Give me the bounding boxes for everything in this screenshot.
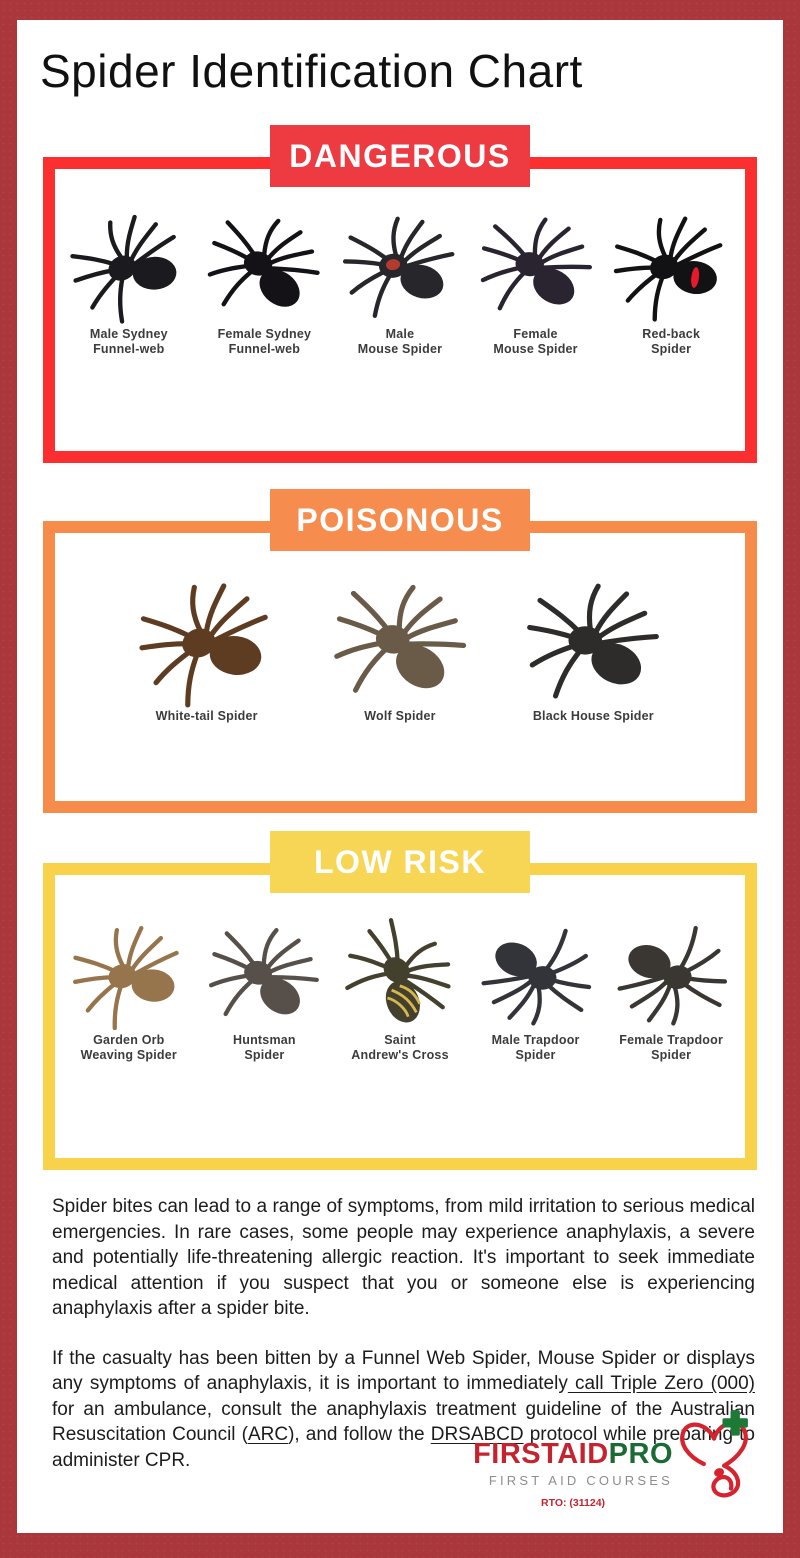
logo-tagline: FIRST AID COURSES bbox=[488, 1473, 673, 1488]
section-banner-poisonous: POISONOUS bbox=[270, 489, 530, 552]
link-arc[interactable]: ARC bbox=[247, 1424, 289, 1446]
spider-label-wolf-spider: Wolf Spider bbox=[364, 709, 436, 724]
spider-figure-garden-orb-weaving-spider: Garden Orb Weaving Spider bbox=[61, 923, 197, 1064]
spider-row: Male Sydney Funnel-web Female Sydney Fun… bbox=[55, 169, 745, 358]
paragraph-text: Spider bites can lead to a range of symp… bbox=[52, 1196, 755, 1320]
risk-section-low-risk: LOW RISK Garden Orb Weaving Spider Hunts… bbox=[17, 831, 783, 1171]
spider-image-wrap bbox=[206, 923, 322, 1029]
spider-figure-red-back-spider: Red-back Spider bbox=[603, 211, 739, 358]
page-title: Spider Identification Chart bbox=[40, 45, 583, 97]
spider-image-female-trapdoor-spider bbox=[617, 926, 728, 1026]
spider-figure-female-mouse-spider: Female Mouse Spider bbox=[468, 211, 604, 358]
logo-rto-number: RTO: (31124) bbox=[541, 1497, 606, 1509]
heart-cross-icon bbox=[680, 1410, 748, 1498]
spider-figure-saint-andrew-s-cross: Saint Andrew's Cross bbox=[332, 918, 468, 1064]
spider-image-wrap bbox=[342, 918, 458, 1029]
spider-image-red-back-spider bbox=[614, 216, 723, 322]
spider-image-female-mouse-spider bbox=[480, 217, 592, 311]
logo-brand-pro: PRO bbox=[608, 1438, 673, 1470]
spider-image-wrap bbox=[613, 923, 729, 1029]
body-paragraph-2: If the casualty has been bitten by a Fun… bbox=[52, 1346, 755, 1474]
spider-label-black-house-spider: Black House Spider bbox=[532, 709, 654, 724]
spider-image-male-trapdoor-spider bbox=[481, 928, 591, 1026]
logo-brand: FIRSTAIDPRO bbox=[473, 1440, 673, 1469]
spider-label-female-trapdoor-spider: Female Trapdoor Spider bbox=[619, 1033, 724, 1063]
sections-container: DANGEROUS Male Sydney Funnel-web Female … bbox=[17, 125, 783, 1171]
paragraph-text: protocol while preparing to administer C… bbox=[52, 1424, 755, 1471]
spider-image-wrap bbox=[71, 923, 187, 1031]
spider-image-female-sydney-funnel-web bbox=[208, 218, 321, 307]
logo-text-block: FIRSTAIDPRO FIRST AID COURSES RTO: (3112… bbox=[473, 1408, 673, 1510]
spider-label-huntsman-spider: Huntsman Spider bbox=[233, 1033, 296, 1063]
firstaidpro-logo: FIRSTAIDPRO FIRST AID COURSES RTO: (3112… bbox=[473, 1408, 753, 1509]
spider-image-white-tail-spider bbox=[139, 583, 268, 708]
spider-label-female-sydney-funnel-web: Female Sydney Funnel-web bbox=[217, 327, 312, 357]
spider-image-wrap bbox=[205, 211, 323, 323]
spider-image-male-sydney-funnel-web bbox=[70, 215, 177, 324]
spider-label-male-trapdoor-spider: Male Trapdoor Spider bbox=[491, 1033, 580, 1063]
spider-image-black-house-spider bbox=[527, 583, 660, 699]
spider-label-male-mouse-spider: Male Mouse Spider bbox=[357, 327, 443, 357]
logo-brand-firstaid: FIRSTAID bbox=[473, 1438, 609, 1470]
spider-figure-white-tail-spider: White-tail Spider bbox=[110, 581, 303, 724]
spider-image-wrap bbox=[341, 211, 459, 323]
spider-label-male-sydney-funnel-web: Male Sydney Funnel-web bbox=[89, 327, 168, 357]
spider-image-wrap bbox=[478, 923, 594, 1029]
section-box: Male Sydney Funnel-web Female Sydney Fun… bbox=[43, 157, 757, 464]
spider-image-wrap bbox=[70, 211, 188, 324]
spider-figure-male-mouse-spider: Male Mouse Spider bbox=[332, 211, 468, 358]
spider-figure-black-house-spider: Black House Spider bbox=[497, 581, 690, 724]
spider-image-male-mouse-spider bbox=[342, 216, 455, 319]
section-banner-dangerous: DANGEROUS bbox=[270, 125, 530, 188]
spider-image-garden-orb-weaving-spider bbox=[72, 926, 179, 1031]
spider-figure-female-trapdoor-spider: Female Trapdoor Spider bbox=[603, 923, 739, 1064]
spider-label-female-mouse-spider: Female Mouse Spider bbox=[493, 327, 578, 357]
section-banner-low-risk: LOW RISK bbox=[270, 831, 530, 894]
risk-section-dangerous: DANGEROUS Male Sydney Funnel-web Female … bbox=[17, 125, 783, 464]
spider-label-garden-orb-weaving-spider: Garden Orb Weaving Spider bbox=[80, 1033, 177, 1063]
spider-label-saint-andrew-s-cross: Saint Andrew's Cross bbox=[351, 1033, 449, 1063]
paragraphs-container: Spider bites can lead to a range of symp… bbox=[17, 1194, 783, 1473]
spider-image-wrap bbox=[477, 211, 595, 323]
spider-image-saint-andrew-s-cross bbox=[345, 918, 451, 1023]
body-paragraph-1: Spider bites can lead to a range of symp… bbox=[52, 1194, 755, 1322]
spider-image-wrap bbox=[612, 211, 730, 323]
spider-label-white-tail-spider: White-tail Spider bbox=[155, 709, 258, 724]
spider-image-huntsman-spider bbox=[209, 928, 320, 1017]
section-box: Garden Orb Weaving Spider Huntsman Spide… bbox=[43, 863, 757, 1171]
paragraph-text: ), and follow the bbox=[288, 1424, 431, 1446]
link-triple-zero[interactable]: call Triple Zero (000) bbox=[567, 1373, 756, 1395]
spider-image-wolf-spider bbox=[334, 585, 467, 694]
paragraph-text: for an ambulance, consult the anaphylaxi… bbox=[52, 1398, 755, 1446]
content-area: Spider Identification Chart DANGEROUS Ma… bbox=[17, 20, 783, 1533]
spider-label-red-back-spider: Red-back Spider bbox=[642, 327, 701, 357]
section-box: White-tail Spider Wolf Spider Black Hous… bbox=[43, 521, 757, 814]
spider-figure-male-trapdoor-spider: Male Trapdoor Spider bbox=[468, 923, 604, 1064]
spider-figure-wolf-spider: Wolf Spider bbox=[303, 581, 496, 724]
spider-image-wrap bbox=[326, 581, 474, 705]
link-drsabcd[interactable]: DRSABCD bbox=[430, 1424, 524, 1446]
risk-section-poisonous: POISONOUS White-tail Spider Wolf Spider … bbox=[17, 489, 783, 814]
spider-figure-male-sydney-funnel-web: Male Sydney Funnel-web bbox=[61, 211, 197, 358]
spider-figure-huntsman-spider: Huntsman Spider bbox=[197, 923, 333, 1064]
spider-row: Garden Orb Weaving Spider Huntsman Spide… bbox=[55, 875, 745, 1064]
paragraph-text: If the casualty has been bitten by a Fun… bbox=[52, 1347, 755, 1395]
spider-image-wrap bbox=[133, 581, 281, 708]
spider-row: White-tail Spider Wolf Spider Black Hous… bbox=[55, 533, 745, 724]
spider-image-wrap bbox=[519, 581, 667, 705]
spider-figure-female-sydney-funnel-web: Female Sydney Funnel-web bbox=[197, 211, 333, 358]
